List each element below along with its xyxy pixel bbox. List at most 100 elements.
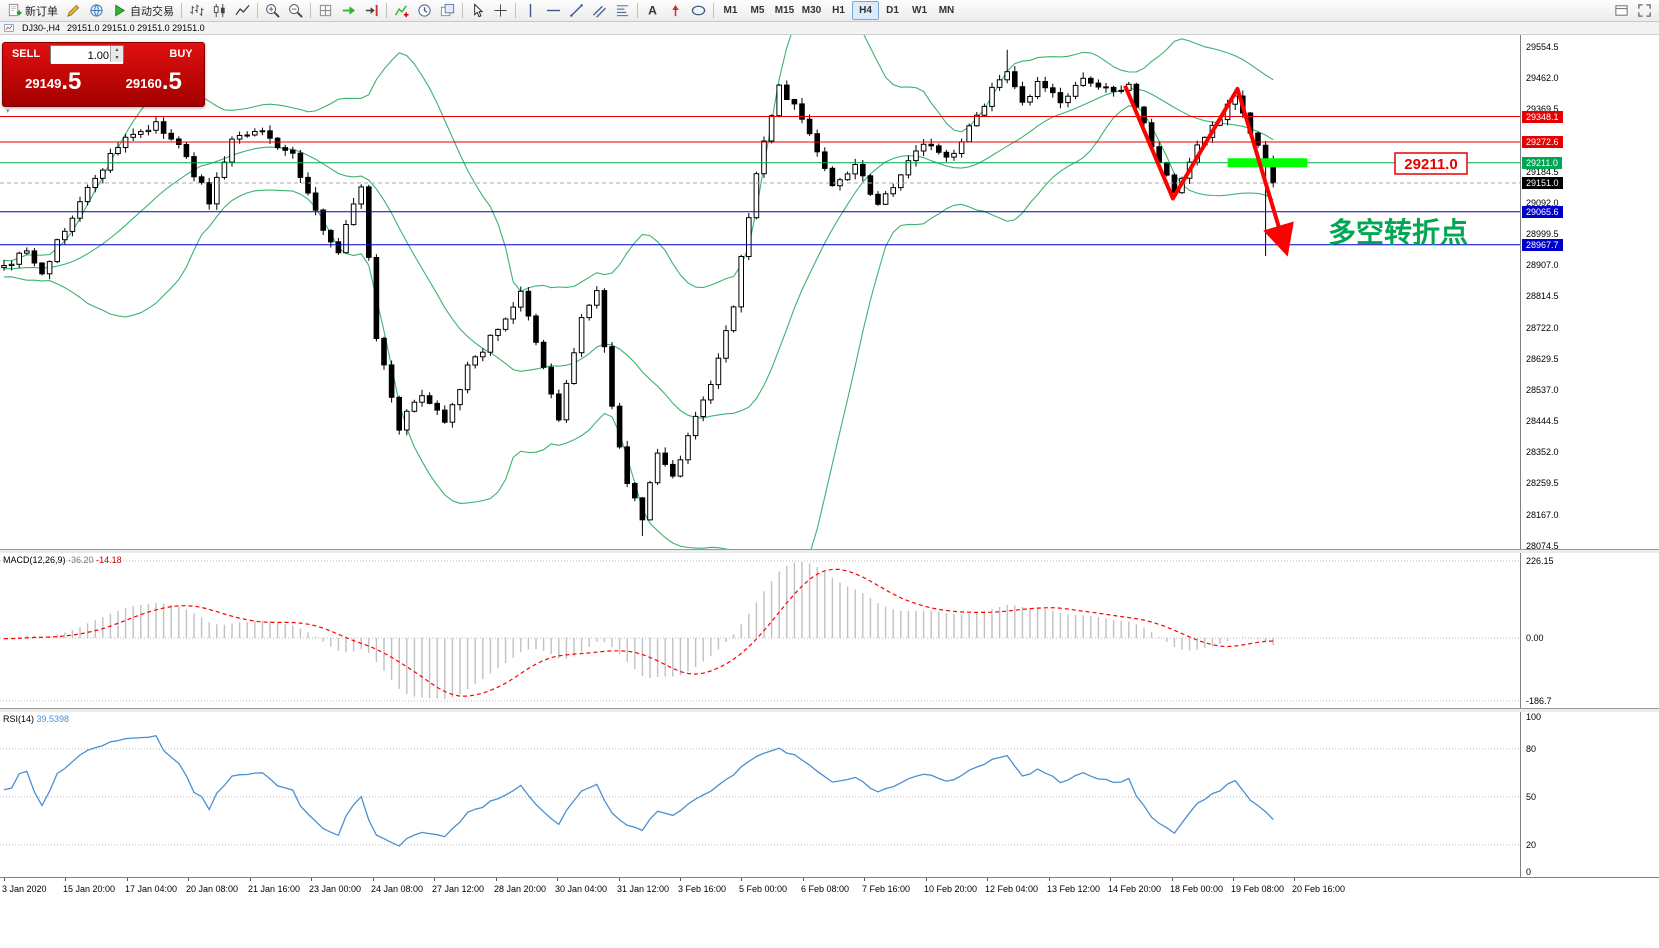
line-chart-button[interactable] (231, 1, 254, 20)
chart-shift-icon (364, 3, 379, 18)
time-tick (557, 878, 558, 881)
templates-button[interactable] (436, 1, 459, 20)
timeframe-d1-button[interactable]: D1 (879, 1, 906, 20)
tile-windows-button[interactable] (314, 1, 337, 20)
indicators-button[interactable] (390, 1, 413, 20)
timeframe-m5-button[interactable]: M5 (744, 1, 771, 20)
time-tick (1049, 878, 1050, 881)
cursor-icon (470, 3, 485, 18)
time-tick (987, 878, 988, 881)
bar-chart-button[interactable] (185, 1, 208, 20)
fullscreen-button[interactable] (1633, 1, 1656, 20)
rsi-axis[interactable]: 100 80 50 20 0 (1520, 712, 1659, 877)
zoom-in-button[interactable] (261, 1, 284, 20)
rsi-line (3, 734, 1274, 847)
macd-axis[interactable]: 226.15 0.00 -186.7 (1520, 553, 1659, 708)
timeframe-m1-button[interactable]: M1 (717, 1, 744, 20)
fibonacci-button[interactable] (611, 1, 634, 20)
dock-windows-button[interactable] (1610, 1, 1633, 20)
rsi-tick: 50 (1526, 792, 1537, 802)
rsi-tick: 20 (1526, 840, 1537, 850)
rsi-tick: 0 (1526, 867, 1532, 877)
macd-tick: -186.7 (1526, 696, 1552, 706)
time-axis[interactable]: 3 Jan 2020 15 Jan 20:00 17 Jan 04:00 20 Jan… (0, 877, 1659, 948)
timeframe-m30-button[interactable]: M30 (798, 1, 825, 20)
time-tick-label: 5 Feb 00:00 (739, 884, 788, 894)
volume-increase-button[interactable]: ▲ (111, 46, 123, 54)
time-tick (1233, 878, 1234, 881)
timeframe-h4-button[interactable]: H4 (852, 1, 879, 20)
shapes-icon (691, 3, 706, 18)
autotrading-button[interactable]: 自动交易 (108, 1, 178, 20)
cursor-button[interactable] (466, 1, 489, 20)
market-icon (89, 3, 104, 18)
sell-button[interactable]: SELL (3, 43, 49, 65)
volume-input[interactable] (51, 48, 123, 64)
rsi-chart[interactable] (0, 712, 1520, 877)
toolbar-separator (713, 3, 714, 18)
crosshair-button[interactable] (489, 1, 512, 20)
shapes-button[interactable] (687, 1, 710, 20)
channel-button[interactable] (588, 1, 611, 20)
tile-windows-icon (318, 3, 333, 18)
arrow-object-icon (668, 3, 683, 18)
bollinger-bands (3, 35, 1274, 549)
auto-scroll-icon (341, 3, 356, 18)
time-tick (1110, 878, 1111, 881)
macd-tick: 0.00 (1526, 633, 1544, 643)
price-tick: 28167.0 (1526, 510, 1559, 520)
buy-price[interactable]: 29160.5 (125, 68, 182, 95)
timeframe-mn-button[interactable]: MN (933, 1, 960, 20)
horizontal-line-button[interactable] (542, 1, 565, 20)
time-tick-label: 14 Feb 20:00 (1108, 884, 1162, 894)
time-tick (680, 878, 681, 881)
turning-point-annotation: 多空转折点 (1328, 216, 1468, 248)
trendline-button[interactable] (565, 1, 588, 20)
candlestick-chart-button[interactable] (208, 1, 231, 20)
time-tick-label: 23 Jan 00:00 (309, 884, 362, 894)
time-tick (619, 878, 620, 881)
metaeditor-button[interactable] (62, 1, 85, 20)
buy-button[interactable]: BUY (158, 43, 204, 65)
channel-icon (592, 3, 607, 18)
volume-decrease-button[interactable]: ▼ (111, 54, 123, 62)
trendline-icon (569, 3, 584, 18)
vertical-line-button[interactable] (519, 1, 542, 20)
arrow-object-button[interactable] (664, 1, 687, 20)
macd-chart[interactable] (0, 553, 1520, 708)
price-line-tag: 29211.0 (1522, 157, 1562, 169)
macd-signal-line (3, 568, 1274, 697)
auto-scroll-button[interactable] (337, 1, 360, 20)
time-tick-label: 15 Jan 20:00 (63, 884, 116, 894)
one-click-collapse-icon[interactable]: ▾ (6, 108, 10, 115)
rsi-grid (0, 748, 1520, 846)
panel-splitter[interactable] (0, 708, 1659, 713)
chart-shift-button[interactable] (360, 1, 383, 20)
toolbar-right-group (1610, 1, 1656, 20)
rsi-tick: 100 (1526, 712, 1542, 722)
metaeditor-icon (66, 3, 81, 18)
macd-panel: 226.15 0.00 -186.7 MACD(12,26,9) -36.20 -1… (0, 553, 1659, 708)
price-line-tag: 28967.7 (1522, 239, 1563, 251)
timeframe-h1-button[interactable]: H1 (825, 1, 852, 20)
zoom-out-button[interactable] (284, 1, 307, 20)
new-order-button[interactable]: 新订单 (3, 1, 62, 20)
market-button[interactable] (85, 1, 108, 20)
timeframe-m15-button[interactable]: M15 (771, 1, 798, 20)
line-chart-icon (235, 3, 250, 18)
fullscreen-icon (1637, 3, 1652, 18)
panel-splitter[interactable] (0, 549, 1659, 554)
macd-histogram (10, 562, 1274, 700)
fibonacci-icon (615, 3, 630, 18)
text-button[interactable] (641, 1, 664, 20)
price-tick: 28907.0 (1526, 260, 1559, 270)
macd-grid (0, 560, 1520, 702)
periods-button[interactable] (413, 1, 436, 20)
horizontal-lines (0, 116, 1520, 246)
timeframe-w1-button[interactable]: W1 (906, 1, 933, 20)
candlestick-chart[interactable]: 29211.0 多空转折点 (0, 35, 1520, 549)
sell-price[interactable]: 29149.5 (25, 68, 82, 95)
price-axis[interactable]: 29554.529462.029369.529277.029184.529092… (1520, 35, 1659, 551)
price-tick: 28352.0 (1526, 447, 1559, 457)
